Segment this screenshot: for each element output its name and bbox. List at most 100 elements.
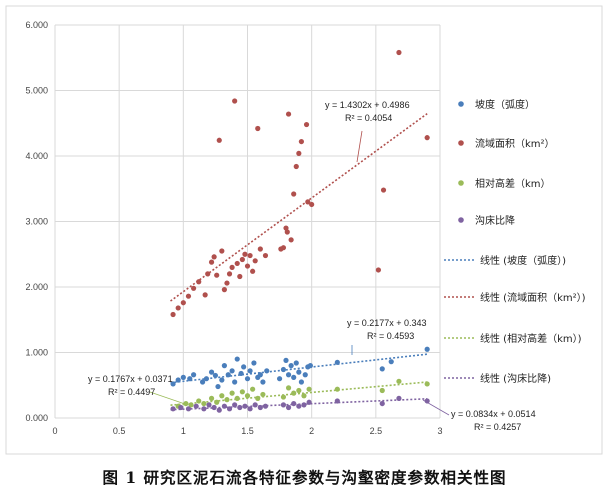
data-point — [396, 378, 402, 384]
data-point — [239, 389, 245, 395]
data-point — [250, 268, 256, 274]
data-point — [298, 138, 304, 145]
data-point — [180, 374, 186, 380]
data-point — [306, 386, 312, 392]
data-point — [187, 376, 193, 382]
data-point — [219, 393, 225, 399]
chart-area-border — [5, 5, 603, 455]
data-point — [221, 363, 227, 369]
data-points — [170, 49, 430, 413]
data-point — [214, 272, 220, 278]
data-point — [280, 394, 287, 400]
data-point — [229, 390, 235, 396]
data-point — [196, 398, 202, 404]
x-tick-label: 0.5 — [113, 426, 126, 436]
y-tick-label: 4.000 — [25, 151, 48, 161]
data-point — [188, 402, 194, 408]
legend-label: 相对高差（km） — [475, 177, 551, 190]
data-point — [244, 376, 251, 382]
data-point — [193, 403, 199, 409]
trendline-equation: y = 1.4302x + 0.4986 — [325, 100, 410, 110]
data-point — [214, 399, 220, 405]
data-point — [191, 285, 197, 291]
data-point — [334, 359, 340, 365]
legend-trendline-label: 线性 (流域面积（km²）) — [480, 291, 586, 304]
data-point — [298, 379, 304, 385]
legend-label: 沟床比降 — [475, 214, 515, 227]
data-point — [221, 403, 227, 409]
data-point — [211, 254, 217, 260]
y-tick-label: 3.000 — [25, 217, 48, 227]
data-point — [216, 137, 222, 143]
data-point — [285, 385, 292, 391]
data-point — [208, 369, 215, 375]
data-point — [255, 125, 261, 132]
data-point — [175, 305, 181, 311]
data-point — [379, 387, 385, 394]
data-point — [288, 363, 294, 369]
data-point — [237, 404, 243, 411]
data-point — [285, 372, 292, 378]
data-point — [203, 376, 210, 382]
data-point — [379, 400, 385, 407]
data-point — [285, 404, 292, 411]
data-point — [201, 406, 207, 412]
x-tick-label: 3 — [437, 426, 442, 436]
data-point — [396, 49, 402, 56]
legend-label: 流域面积（km²） — [475, 137, 555, 150]
figure-caption: 图 1 研究区泥石流各特征参数与沟壑密度参数相关性图 — [102, 468, 507, 487]
data-point — [262, 252, 269, 259]
data-point — [215, 383, 221, 390]
x-tick-label: 2 — [309, 426, 314, 436]
data-point — [175, 377, 181, 383]
trendline-equation: y = 0.1767x + 0.0371 — [88, 374, 173, 384]
equation-leader — [422, 399, 450, 416]
data-point — [247, 252, 253, 259]
data-point — [180, 300, 186, 306]
data-point — [224, 280, 230, 286]
x-tick-label: 1 — [181, 426, 186, 436]
data-point — [225, 372, 231, 378]
data-point — [242, 251, 248, 257]
data-point — [375, 267, 381, 273]
data-point — [229, 368, 235, 374]
data-point — [202, 292, 208, 298]
data-point — [185, 293, 192, 299]
data-point — [170, 406, 176, 412]
data-point — [201, 400, 207, 407]
legend-label: 坡度（弧度） — [475, 98, 535, 111]
data-point — [208, 395, 215, 401]
y-tick-label: 6.000 — [25, 20, 48, 30]
data-point — [285, 111, 292, 117]
data-point — [284, 229, 290, 235]
trendline-equation: y = 0.0834x + 0.0514 — [451, 409, 536, 419]
data-point — [208, 259, 215, 265]
y-tick-label: 2.000 — [25, 282, 48, 292]
data-point — [291, 390, 297, 396]
data-point — [288, 237, 294, 243]
data-point — [255, 395, 261, 401]
data-point — [211, 404, 217, 411]
data-point — [252, 402, 258, 408]
trendline-r2: R² = 0.4257 — [474, 422, 521, 432]
data-point — [185, 406, 192, 412]
legend-marker — [458, 180, 464, 186]
data-point — [296, 150, 302, 156]
data-point — [302, 372, 308, 378]
data-point — [296, 387, 302, 394]
data-point — [183, 400, 189, 407]
data-point — [301, 402, 307, 408]
data-point — [291, 400, 297, 407]
data-point — [247, 406, 253, 412]
data-point — [250, 386, 256, 392]
data-point — [280, 402, 287, 408]
legend-trendline-label: 线性 (沟床比降) — [480, 372, 551, 385]
data-point — [232, 98, 238, 104]
data-point — [206, 402, 212, 408]
data-point — [257, 404, 263, 411]
legend-marker — [458, 140, 464, 146]
data-point — [196, 279, 202, 285]
chart-canvas: 0 0.5 1 1.5 2 2.5 3 0.000 1.000 2.000 3.000 4.000 5.… — [5, 5, 603, 455]
data-point — [424, 398, 430, 404]
